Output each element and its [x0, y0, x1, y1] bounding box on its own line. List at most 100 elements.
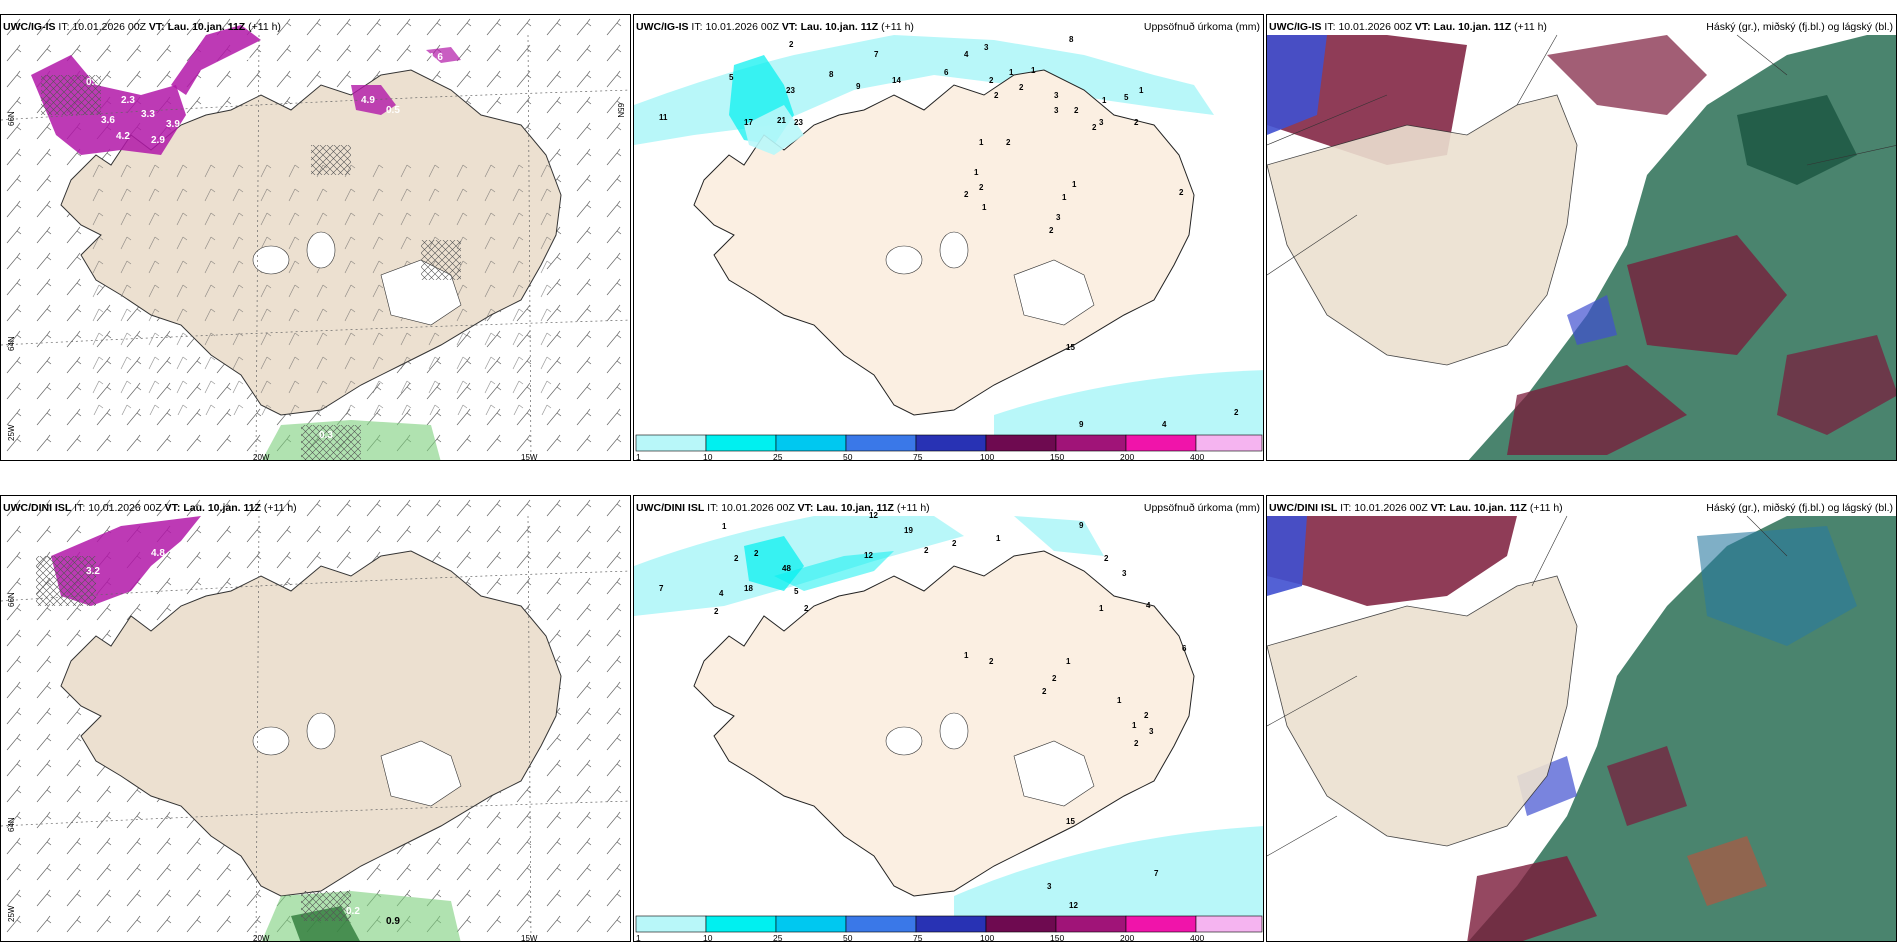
colorbar-tick: 10 — [703, 452, 713, 461]
precip-value: 1 — [1066, 657, 1071, 666]
lat-label: 65N — [616, 103, 625, 118]
precip-value: 2 — [1234, 408, 1239, 417]
precip-value: 8 — [1069, 35, 1074, 44]
wind-map-bottom: 4.8 2.1 3.2 0.2 0.9 66N 64N 25W 20W 15W — [1, 496, 630, 941]
precip-value: 3 — [1099, 118, 1104, 127]
precip-value: 2 — [994, 91, 999, 100]
precip-value: 2 — [1134, 739, 1139, 748]
colorbar-tick: 150 — [1050, 933, 1064, 942]
precip-value: 3 — [1149, 727, 1154, 736]
precip-value: 3 — [1054, 91, 1059, 100]
colorbar-tick: 200 — [1120, 452, 1134, 461]
precip-value: 7 — [874, 50, 879, 59]
wind-value: 0.9 — [386, 916, 400, 927]
precip-value: 1 — [1072, 180, 1077, 189]
panel-title: UWC/IG-IS IT: 10.01.2026 00Z VT: Lau. 10… — [3, 21, 281, 33]
precip-value: 14 — [892, 76, 901, 85]
lat-label: 66N — [7, 111, 16, 126]
wind-value: 4.9 — [361, 95, 375, 106]
wind-value: 0.3 — [319, 430, 333, 441]
precip-value: 1 — [964, 651, 969, 660]
precip-value: 4 — [964, 50, 969, 59]
colorbar-tick: 1 — [636, 933, 641, 942]
precip-value: 21 — [777, 116, 786, 125]
precip-value: 4 — [1162, 420, 1167, 429]
precip-value: 3 — [984, 43, 989, 52]
wind-value: 1.6 — [429, 52, 443, 63]
precip-value: 8 — [829, 70, 834, 79]
precip-value: 2 — [789, 40, 794, 49]
wind-value: 4.2 — [116, 131, 130, 142]
wind-value: 3.2 — [86, 566, 100, 577]
precip-value: 23 — [786, 86, 795, 95]
precip-value: 19 — [904, 526, 913, 535]
precip-title: Uppsöfnuð úrkoma (mm) — [1143, 21, 1260, 33]
precip-value: 3 — [1122, 569, 1127, 578]
precip-value: 2 — [1179, 188, 1184, 197]
precip-value: 1 — [1117, 696, 1122, 705]
precip-value: 2 — [1019, 83, 1024, 92]
colorbar-tick: 100 — [980, 933, 994, 942]
wind-value: 2.9 — [151, 135, 165, 146]
colorbar-tick: 50 — [843, 452, 853, 461]
colorbar-tick: 75 — [913, 933, 923, 942]
precip-value: 2 — [979, 183, 984, 192]
precip-value: 1 — [979, 138, 984, 147]
precip-map-bottom: 1 12 19 2 1 9 2 7 12 2 2 48 4 18 2 5 2 3… — [634, 511, 1263, 942]
precip-value: 1 — [1132, 721, 1137, 730]
wind-map-top: 0.3 4.8 2.3 3.3 3.6 4.2 2.9 3.9 4.9 0.5 … — [1, 15, 630, 461]
precip-title: Uppsöfnuð úrkoma (mm) — [1143, 502, 1260, 514]
precip-value: 2 — [952, 539, 957, 548]
colorbar: 1 10 25 50 75 100 150 200 400 — [635, 915, 1263, 942]
precip-value: 2 — [734, 554, 739, 563]
precip-panel-bottom: 1 12 19 2 1 9 2 7 12 2 2 48 4 18 2 5 2 3… — [633, 495, 1264, 942]
wind-value: 3.6 — [101, 115, 115, 126]
precip-value: 2 — [714, 607, 719, 616]
precip-value: 2 — [1104, 554, 1109, 563]
precip-value: 18 — [744, 584, 753, 593]
panel-title: UWC/DINI ISL IT: 10.01.2026 00Z VT: Lau.… — [1269, 502, 1563, 514]
precip-value: 23 — [794, 118, 803, 127]
precip-value: 5 — [794, 587, 799, 596]
wind-value: 3.9 — [166, 119, 180, 130]
precip-value: 5 — [1124, 93, 1129, 102]
precip-value: 1 — [1009, 68, 1014, 77]
precip-value: 5 — [729, 73, 734, 82]
precip-value: 1 — [974, 168, 979, 177]
precip-value: 2 — [1144, 711, 1149, 720]
precip-value: 12 — [864, 551, 873, 560]
precip-value: 48 — [782, 564, 791, 573]
lon-label: 20W — [253, 453, 270, 461]
wind-value: 0.2 — [346, 906, 360, 917]
lon-label: 25W — [7, 424, 16, 441]
precip-value: 1 — [1099, 604, 1104, 613]
precip-value: 2 — [989, 657, 994, 666]
precip-value: 11 — [659, 113, 668, 122]
colorbar-tick: 25 — [773, 933, 783, 942]
precip-value: 2 — [1049, 226, 1054, 235]
wind-value: 0.5 — [386, 105, 400, 116]
cloud-title: Háský (gr.), miðský (fj.bl.) og lágský (… — [1706, 502, 1893, 514]
precip-value: 2 — [924, 546, 929, 555]
precip-value: 1 — [982, 203, 987, 212]
precip-value: 15 — [1066, 343, 1075, 352]
precip-value: 6 — [944, 68, 949, 77]
cloud-title: Háský (gr.), miðský (fj.bl.) og lágský (… — [1706, 21, 1893, 33]
wind-value: 2.1 — [161, 563, 175, 574]
wind-value: 4.8 — [151, 548, 165, 559]
colorbar: 1 10 25 50 75 100 150 200 400 — [635, 434, 1263, 461]
cloud-map-bottom — [1267, 496, 1896, 941]
panel-title: UWC/DINI ISL IT: 10.01.2026 00Z VT: Lau.… — [636, 502, 930, 514]
precip-value: 12 — [1069, 901, 1078, 910]
precip-value: 4 — [1146, 601, 1151, 610]
precip-value: 2 — [1092, 123, 1097, 132]
wind-value: 0.3 — [86, 77, 100, 88]
colorbar-tick: 200 — [1120, 933, 1134, 942]
panel-title: UWC/IG-IS IT: 10.01.2026 00Z VT: Lau. 10… — [636, 21, 914, 33]
precip-value: 7 — [659, 584, 664, 593]
precip-value: 1 — [1102, 96, 1107, 105]
precip-value: 2 — [1074, 106, 1079, 115]
cloud-panel-bottom: UWC/DINI ISL IT: 10.01.2026 00Z VT: Lau.… — [1266, 495, 1897, 942]
wind-value: 4.8 — [236, 52, 250, 63]
precip-value: 1 — [1031, 66, 1036, 75]
